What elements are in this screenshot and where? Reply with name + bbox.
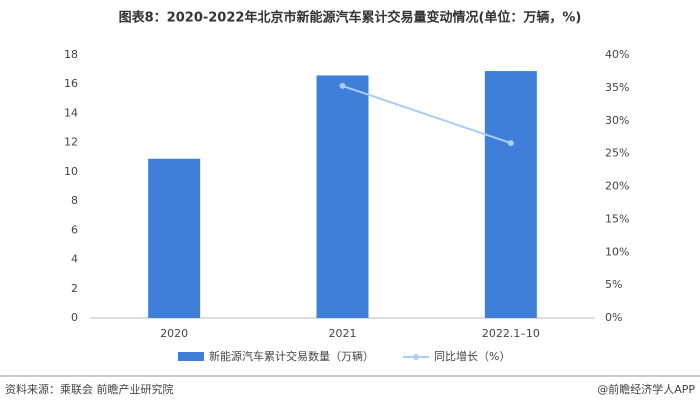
x-tick-label: 2022.1–10 (482, 327, 540, 340)
y-tick-label: 8 (71, 194, 78, 207)
bar (316, 75, 369, 318)
y2-tick-label: 30% (605, 114, 629, 127)
y2-tick-label: 5% (605, 278, 622, 291)
legend-label: 同比增长（%） (434, 349, 510, 363)
source: 资料来源：乘联会 前瞻产业研究院 (5, 382, 174, 396)
legend-swatch (178, 352, 204, 361)
legend-label: 新能源汽车累计交易数量（万辆） (209, 349, 374, 363)
credit: @前瞻经济学人APP (597, 382, 695, 396)
y2-tick-label: 0% (605, 311, 622, 324)
y-tick-label: 2 (71, 282, 78, 295)
y-tick-label: 4 (71, 253, 78, 266)
bar (148, 158, 201, 318)
line-point (339, 82, 346, 89)
line-point (507, 140, 514, 147)
bar (484, 71, 537, 318)
y2-tick-label: 25% (605, 147, 629, 160)
y-tick-label: 0 (71, 311, 78, 324)
y-tick-label: 18 (64, 48, 78, 61)
legend-swatch (413, 354, 419, 360)
y2-tick-label: 20% (605, 180, 629, 193)
y2-tick-label: 10% (605, 245, 629, 258)
y-tick-label: 12 (64, 136, 78, 149)
y2-tick-label: 15% (605, 212, 629, 225)
x-tick-label: 2021 (329, 327, 357, 340)
y-tick-label: 14 (64, 106, 78, 119)
y-tick-label: 10 (64, 165, 78, 178)
y-tick-label: 16 (64, 77, 78, 90)
line (342, 84, 512, 145)
y2-tick-label: 40% (605, 48, 629, 61)
y-tick-label: 6 (71, 223, 78, 236)
y2-tick-label: 35% (605, 81, 629, 94)
chart-title: 图表8：2020-2022年北京市新能源汽车累计交易量变动情况(单位：万辆，%) (119, 10, 582, 26)
x-tick-label: 2020 (160, 327, 188, 340)
